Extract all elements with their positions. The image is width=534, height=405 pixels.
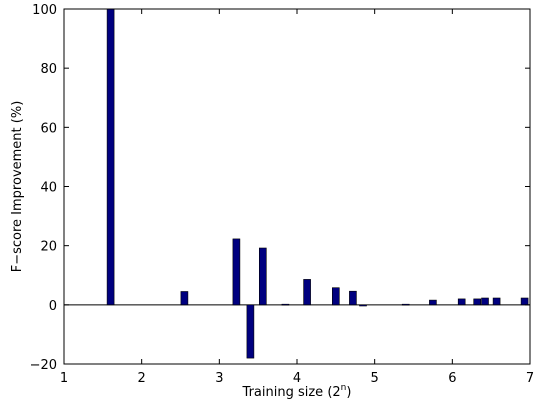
bar-3 <box>246 304 255 359</box>
x-axis-label-main: Training size (2 <box>242 385 341 400</box>
bar-16 <box>520 297 529 306</box>
x-axis-label: Training size (2n) <box>242 383 352 400</box>
x-axis-label-superscript: n <box>341 383 347 393</box>
bar-15 <box>492 297 501 306</box>
bar-0 <box>106 8 115 306</box>
bar-8 <box>349 290 357 306</box>
x-tick-label-2: 3 <box>215 371 223 386</box>
bar-5 <box>281 303 290 306</box>
bar-7 <box>331 287 340 306</box>
bar-6 <box>303 279 311 306</box>
y-tick-label-3: 40 <box>40 181 57 196</box>
bar-2 <box>232 238 241 306</box>
x-axis-label-end: ) <box>346 385 351 400</box>
bar-13 <box>473 298 482 306</box>
y-tick-label-4: 60 <box>40 121 57 136</box>
plot-frame <box>63 8 531 365</box>
y-tick-label-6: 100 <box>32 3 57 18</box>
x-tick-label-0: 1 <box>60 371 68 386</box>
bar-12 <box>457 298 466 306</box>
y-tick-label-1: 0 <box>49 299 57 314</box>
y-tick-label-0: −20 <box>30 358 57 373</box>
bar-10 <box>401 303 410 306</box>
bar-14 <box>481 297 489 306</box>
bar-9 <box>359 304 367 307</box>
x-tick-label-6: 7 <box>526 371 534 386</box>
x-tick-label-4: 5 <box>371 371 379 386</box>
y-axis-label: F−score Improvement (%) <box>10 101 25 273</box>
x-tick-label-5: 6 <box>448 371 456 386</box>
x-tick-label-1: 2 <box>138 371 146 386</box>
x-tick-label-3: 4 <box>293 371 301 386</box>
y-tick-label-5: 80 <box>40 62 57 77</box>
bar-11 <box>429 299 437 306</box>
bar-4 <box>258 247 267 306</box>
y-tick-label-2: 20 <box>40 240 57 255</box>
bar-1 <box>180 291 189 306</box>
